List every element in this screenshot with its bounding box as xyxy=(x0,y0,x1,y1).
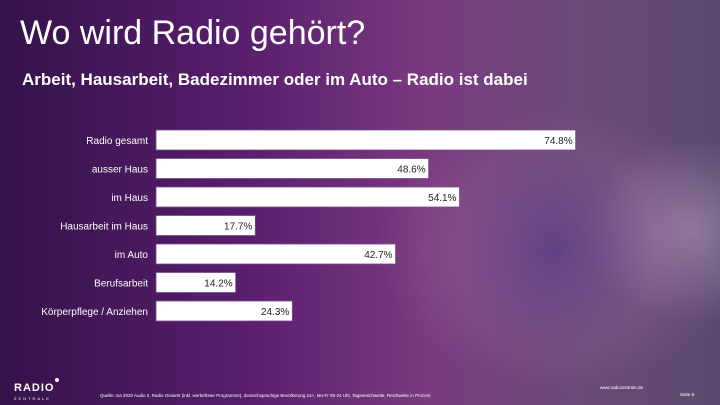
category-label: Radio gesamt xyxy=(86,136,148,147)
page-subtitle: Arbeit, Hausarbeit, Badezimmer oder im A… xyxy=(22,70,528,89)
value-label: 74.8% xyxy=(544,136,572,147)
value-label: 54.1% xyxy=(428,193,456,204)
category-label: im Auto xyxy=(115,250,149,261)
radio-logo-sub: ZENTRALE xyxy=(14,396,51,401)
value-label: 48.6% xyxy=(397,165,425,176)
value-label: 24.3% xyxy=(261,307,289,318)
category-label: Berufsarbeit xyxy=(94,279,148,290)
bar xyxy=(155,186,460,208)
category-label: ausser Haus xyxy=(92,165,148,176)
radio-logo: RADIO xyxy=(14,382,55,394)
value-label: 17.7% xyxy=(224,222,252,233)
category-label: Körperpflege / Anziehen xyxy=(41,307,148,318)
value-label: 42.7% xyxy=(364,250,392,261)
page-title: Wo wird Radio gehört? xyxy=(20,14,366,52)
bar xyxy=(155,243,396,265)
bar xyxy=(155,158,430,179)
bar xyxy=(155,300,293,322)
category-label: im Haus xyxy=(111,193,148,204)
website-link[interactable]: www.radiozentrale.de xyxy=(600,385,644,390)
page-number: Seite 8 xyxy=(680,392,695,397)
bar xyxy=(155,215,256,236)
bar xyxy=(155,272,237,293)
background-shade xyxy=(455,140,655,360)
bar xyxy=(155,129,577,151)
logo-dot-icon xyxy=(55,378,59,382)
source-note: Quelle: ma 2020 Audio II, Radio Gesamt (… xyxy=(100,393,431,398)
value-label: 14.2% xyxy=(204,279,232,290)
category-label: Hausarbeit im Haus xyxy=(60,222,148,233)
